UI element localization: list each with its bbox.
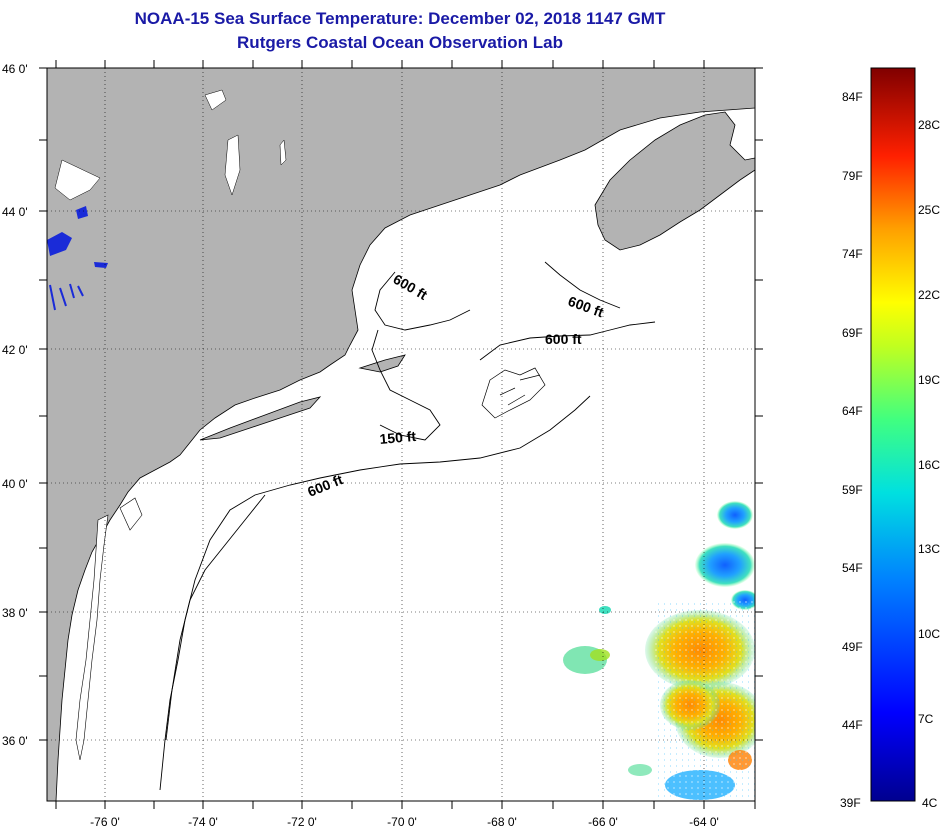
land-mainland	[47, 68, 755, 801]
colorbar-c-label: 28C	[918, 118, 940, 132]
colorbar-f-label: 44F	[842, 718, 863, 732]
colorbar-f-label: 74F	[842, 247, 863, 261]
sst-data	[563, 501, 755, 800]
colorbar-c-label: 16C	[918, 458, 940, 472]
lake-sst	[76, 206, 88, 219]
map-frame	[46, 67, 756, 802]
lat-label: 42 0'	[2, 343, 28, 357]
lat-label: 36 0'	[2, 734, 28, 748]
colorbar-c-label: 25C	[918, 203, 940, 217]
lat-label: 40 0'	[2, 477, 28, 491]
lon-label: -68 0'	[487, 815, 517, 829]
colorbar-f-label: 84F	[842, 90, 863, 104]
lake-sst	[49, 283, 84, 311]
delaware-bay	[119, 497, 143, 531]
colorbar-c-label: 22C	[918, 288, 940, 302]
lake-sst	[94, 262, 108, 268]
map-area: 600 ft 600 ft 600 ft 150 ft 600 ft	[47, 68, 755, 801]
lake-sst	[47, 232, 72, 256]
lake	[279, 139, 287, 166]
lon-label: -74 0'	[188, 815, 218, 829]
bathymetry-contours	[159, 261, 656, 791]
map-subtitle: Rutgers Coastal Ocean Observation Lab	[237, 33, 563, 52]
colorbar-c-label: 13C	[918, 542, 940, 556]
colorbar-f-label: 49F	[842, 640, 863, 654]
colorbar-c-label: 7C	[918, 712, 934, 726]
map-title: NOAA-15 Sea Surface Temperature: Decembe…	[134, 9, 666, 28]
contour-label: 150 ft	[379, 428, 417, 447]
colorbar-c-label: 19C	[918, 373, 940, 387]
colorbar-f-label: 59F	[842, 483, 863, 497]
lake	[204, 89, 227, 111]
lon-label: -66 0'	[588, 815, 618, 829]
georges-bank	[481, 367, 546, 419]
colorbar-f-label: 64F	[842, 404, 863, 418]
lon-label: -76 0'	[90, 815, 120, 829]
land-long-island	[199, 396, 322, 441]
colorbar-c-label: 10C	[918, 627, 940, 641]
contour-label: 600 ft	[545, 331, 582, 347]
colorbar-gradient	[870, 67, 916, 802]
lon-label: -70 0'	[387, 815, 417, 829]
lon-label: -72 0'	[287, 815, 317, 829]
land-cape-cod	[358, 354, 406, 373]
lake	[224, 134, 241, 196]
colorbar-f-label: 79F	[842, 169, 863, 183]
tick-marks	[39, 60, 763, 809]
lake	[54, 159, 101, 201]
colorbar-f-label: 69F	[842, 326, 863, 340]
lat-label: 38 0'	[2, 606, 28, 620]
colorbar-f-label: 39F	[840, 796, 861, 810]
colorbar-f-label: 54F	[842, 561, 863, 575]
land-nova-scotia	[594, 111, 755, 251]
colorbar: 84F 79F 74F 69F 64F 59F 54F 49F 44F 39F …	[840, 67, 940, 810]
lat-label: 46 0'	[2, 62, 28, 76]
lon-label: -64 0'	[689, 815, 719, 829]
colorbar-c-label: 4C	[922, 796, 938, 810]
lat-label: 44 0'	[2, 205, 28, 219]
